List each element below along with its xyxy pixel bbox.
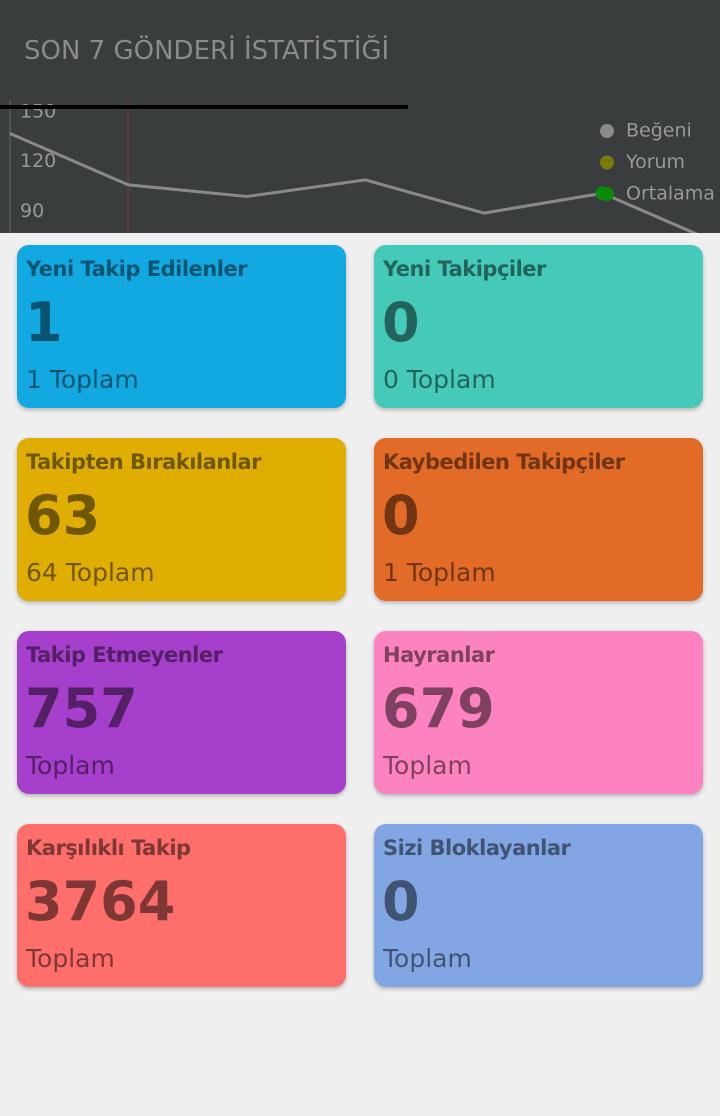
card-value: 0 — [382, 484, 420, 547]
y-tick-label: 90 — [20, 200, 44, 222]
stat-card[interactable]: Karşılıklı Takip 3764 Toplam — [17, 824, 346, 987]
legend-marker — [600, 124, 614, 138]
card-footer: 64 Toplam — [26, 558, 155, 587]
card-footer: 1 Toplam — [26, 365, 139, 394]
stat-card[interactable]: Takipten Bırakılanlar 63 64 Toplam — [17, 438, 346, 601]
chart: 150 120 90 Beğeni Yorum Ortalama — [9, 100, 715, 233]
card-value: 1 — [25, 291, 63, 354]
stat-card[interactable]: Yeni Takip Edilenler 1 1 Toplam — [17, 245, 346, 408]
y-tick-label: 120 — [20, 150, 56, 172]
card-footer: Toplam — [383, 751, 472, 780]
card-total: 64 — [26, 558, 58, 587]
legend-label: Ortalama — [626, 183, 715, 205]
card-title: Hayranlar — [383, 643, 495, 667]
card-total-label: Toplam — [406, 558, 496, 587]
card-total-label: Toplam — [383, 751, 472, 780]
stat-card[interactable]: Sizi Bloklayanlar 0 Toplam — [374, 824, 703, 987]
card-footer: 1 Toplam — [383, 558, 496, 587]
card-value: 3764 — [25, 870, 176, 933]
card-total: 0 — [383, 365, 399, 394]
stat-card[interactable]: Yeni Takipçiler 0 0 Toplam — [374, 245, 703, 408]
card-value: 757 — [25, 677, 138, 740]
card-title: Yeni Takip Edilenler — [26, 257, 248, 281]
card-footer: Toplam — [383, 944, 472, 973]
stat-card[interactable]: Takip Etmeyenler 757 Toplam — [17, 631, 346, 794]
legend-marker — [600, 187, 614, 201]
card-footer: Toplam — [26, 751, 115, 780]
divider — [0, 105, 408, 109]
card-total-label: Toplam — [65, 558, 155, 587]
card-title: Sizi Bloklayanlar — [383, 836, 571, 860]
card-total: 1 — [26, 365, 42, 394]
card-total-label: Toplam — [406, 365, 496, 394]
card-title: Takipten Bırakılanlar — [26, 450, 261, 474]
card-value: 63 — [25, 484, 101, 547]
card-footer: 0 Toplam — [383, 365, 496, 394]
stat-card[interactable]: Kaybedilen Takipçiler 0 1 Toplam — [374, 438, 703, 601]
card-total: 1 — [383, 558, 399, 587]
card-total-label: Toplam — [383, 944, 472, 973]
card-title: Takip Etmeyenler — [26, 643, 223, 667]
card-total-label: Toplam — [49, 365, 139, 394]
card-total-label: Toplam — [26, 944, 115, 973]
card-value: 0 — [382, 291, 420, 354]
card-footer: Toplam — [26, 944, 115, 973]
stat-card[interactable]: Hayranlar 679 Toplam — [374, 631, 703, 794]
card-title: Yeni Takipçiler — [383, 257, 546, 281]
y-tick-label: 150 — [20, 100, 56, 122]
legend-marker — [600, 155, 614, 170]
data-line — [9, 132, 699, 233]
card-value: 679 — [382, 677, 495, 740]
chart-panel: 150 120 90 Beğeni Yorum Ortalama SON 7 GÖNDER… — [0, 0, 720, 233]
legend-label: Yorum — [625, 151, 685, 173]
chart-title: SON 7 GÖNDERİ İSTATİSTİĞİ — [24, 36, 390, 66]
card-total-label: Toplam — [26, 751, 115, 780]
card-value: 0 — [382, 870, 420, 933]
card-title: Karşılıklı Takip — [26, 836, 191, 860]
card-title: Kaybedilen Takipçiler — [383, 450, 625, 474]
legend-label: Beğeni — [626, 120, 692, 142]
